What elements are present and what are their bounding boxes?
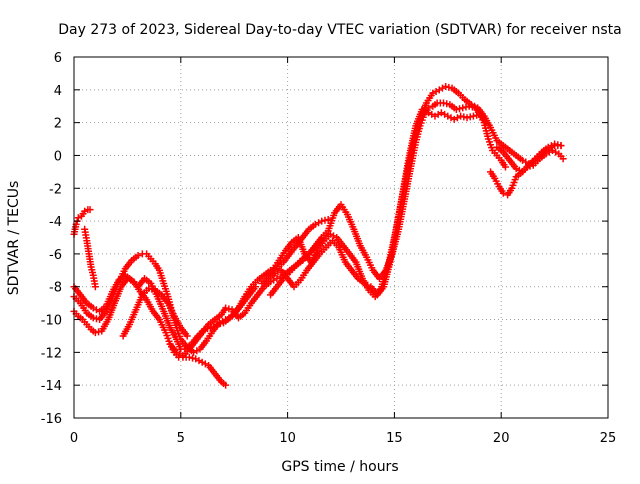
data-point	[92, 315, 100, 323]
data-point	[183, 332, 191, 340]
data-point	[198, 358, 206, 366]
x-axis-label: GPS time / hours	[281, 459, 398, 475]
chart-title: Day 273 of 2023, Sidereal Day-to-day VTE…	[58, 22, 621, 38]
data-point	[148, 285, 156, 293]
x-tick-label: 0	[70, 431, 78, 446]
data-point	[551, 140, 559, 148]
data-points	[70, 83, 567, 389]
data-point	[554, 141, 562, 149]
y-tick-label: -2	[49, 182, 62, 197]
data-point	[134, 252, 142, 260]
data-point	[432, 87, 440, 95]
grid-lines	[74, 57, 608, 418]
data-point	[324, 215, 332, 223]
data-point	[437, 109, 445, 117]
data-point	[450, 115, 458, 123]
data-point	[482, 119, 490, 127]
data-point	[192, 355, 200, 363]
data-point	[321, 216, 329, 224]
data-point	[460, 113, 468, 121]
data-point	[447, 114, 455, 122]
y-ticks: -16 -14 -12 -10 -8 -6 -4 -2 0 2 4 6	[41, 51, 608, 427]
data-point	[443, 100, 451, 108]
x-tick-label: 10	[279, 431, 296, 446]
y-tick-label: -4	[49, 215, 62, 230]
data-point	[74, 214, 82, 222]
data-point	[222, 304, 230, 312]
data-point	[444, 112, 452, 120]
data-point	[91, 283, 99, 291]
data-point	[440, 99, 448, 107]
data-point	[457, 112, 465, 120]
y-tick-label: 6	[54, 51, 62, 66]
x-tick-label: 20	[493, 431, 510, 446]
data-point	[89, 314, 97, 322]
y-tick-label: -14	[41, 379, 62, 394]
x-tick-label: 15	[386, 431, 403, 446]
data-point	[318, 217, 326, 225]
x-ticks: 0 5 10 15 20 25	[70, 57, 616, 446]
data-point	[330, 232, 338, 240]
series-trace-6	[119, 284, 191, 340]
data-point	[501, 163, 509, 171]
data-point	[469, 112, 477, 120]
data-point	[557, 142, 565, 150]
data-point	[462, 103, 470, 111]
data-point	[547, 142, 555, 150]
data-point	[431, 112, 439, 120]
data-point	[559, 155, 567, 163]
y-tick-label: -6	[49, 248, 62, 263]
data-point	[463, 114, 471, 122]
data-point	[552, 148, 560, 156]
data-point	[473, 111, 481, 119]
data-point	[189, 354, 197, 362]
data-point	[193, 347, 201, 355]
data-point	[222, 381, 230, 389]
series-trace-12	[493, 140, 565, 176]
data-point	[441, 110, 449, 118]
data-point	[95, 328, 103, 336]
data-point	[438, 84, 446, 92]
x-tick-label: 5	[177, 431, 185, 446]
data-point	[201, 360, 209, 368]
data-point	[270, 276, 278, 284]
data-point	[434, 110, 442, 118]
data-point	[442, 83, 450, 91]
y-tick-label: -8	[49, 281, 62, 296]
x-tick-label: 25	[600, 431, 617, 446]
data-point	[86, 206, 94, 214]
y-tick-label: 0	[54, 149, 62, 164]
data-point	[445, 83, 453, 91]
series-trace-10	[258, 106, 490, 299]
data-point	[91, 329, 99, 337]
plot-frame	[73, 56, 609, 419]
data-point	[456, 105, 464, 113]
y-tick-label: -10	[41, 314, 62, 329]
y-tick-label: 2	[54, 117, 62, 132]
y-tick-label: -12	[41, 346, 62, 361]
data-point	[459, 104, 467, 112]
data-point	[145, 284, 153, 292]
y-tick-label: -16	[41, 412, 62, 427]
data-point	[435, 86, 443, 94]
data-point	[466, 113, 474, 121]
series-trace-2	[81, 225, 99, 291]
y-tick-label: 4	[54, 84, 62, 99]
data-point	[185, 353, 193, 361]
data-point	[452, 106, 460, 114]
series-trace-3	[70, 275, 230, 389]
data-point	[195, 357, 203, 365]
data-point	[428, 110, 436, 118]
data-point	[522, 158, 530, 166]
data-point	[315, 219, 323, 227]
data-point	[453, 114, 461, 122]
data-point	[225, 305, 233, 313]
y-axis-label: SDTVAR / TECUs	[6, 181, 22, 296]
